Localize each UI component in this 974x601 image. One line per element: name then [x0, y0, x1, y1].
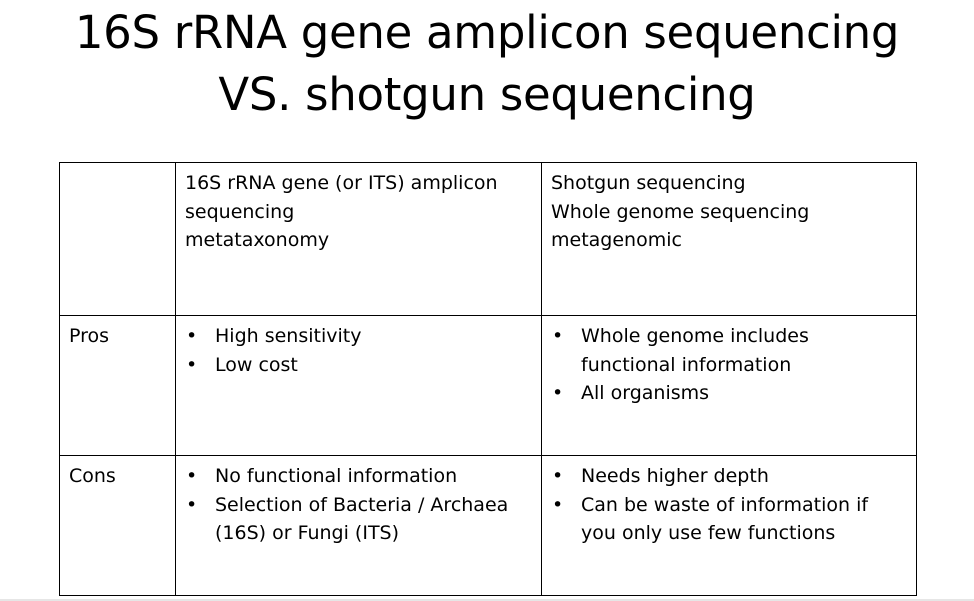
header-shotgun-line: Shotgun sequencing — [551, 172, 746, 194]
cons-amplicon-cell: No functional information Selection of B… — [175, 455, 542, 596]
pros-amplicon-list: High sensitivity Low cost — [185, 322, 533, 379]
title-line-1: 16S rRNA gene amplicon sequencing — [74, 6, 900, 59]
pros-shotgun-list: Whole genome includes functional informa… — [551, 322, 908, 408]
header-amplicon-line: metataxonomy — [185, 229, 330, 251]
list-item: High sensitivity — [185, 322, 533, 351]
row-label-cons: Cons — [59, 455, 176, 596]
list-item: No functional information — [185, 462, 533, 491]
cons-shotgun-cell: Needs higher depth Can be waste of infor… — [541, 455, 917, 596]
title-line-2: VS. shotgun sequencing — [218, 68, 756, 121]
row-label-pros: Pros — [59, 315, 176, 456]
pros-shotgun-cell: Whole genome includes functional informa… — [541, 315, 917, 456]
slide-bottom-edge — [0, 599, 974, 601]
list-item: Low cost — [185, 351, 533, 380]
comparison-table: 16S rRNA gene (or ITS) amplicon sequenci… — [59, 162, 917, 596]
cons-amplicon-list: No functional information Selection of B… — [185, 462, 533, 548]
list-item: All organisms — [551, 379, 908, 408]
table-header-row: 16S rRNA gene (or ITS) amplicon sequenci… — [59, 162, 917, 316]
header-shotgun-line: metagenomic — [551, 229, 682, 251]
header-shotgun-line: Whole genome sequencing — [551, 200, 810, 223]
table-row-pros: Pros High sensitivity Low cost Whole gen… — [59, 315, 917, 456]
header-shotgun-cell: Shotgun sequencing Whole genome sequenci… — [541, 162, 917, 316]
table-row-cons: Cons No functional information Selection… — [59, 455, 917, 596]
header-amplicon-line: 16S rRNA gene (or ITS) amplicon — [185, 172, 498, 194]
header-amplicon-line: sequencing — [185, 200, 295, 223]
list-item: Can be waste of information if you only … — [551, 491, 908, 548]
list-item: Needs higher depth — [551, 462, 908, 491]
list-item: Selection of Bacteria / Archaea (16S) or… — [185, 491, 533, 548]
header-amplicon-cell: 16S rRNA gene (or ITS) amplicon sequenci… — [175, 162, 542, 316]
pros-amplicon-cell: High sensitivity Low cost — [175, 315, 542, 456]
table-corner-cell — [59, 162, 176, 316]
slide-title: 16S rRNA gene amplicon sequencing VS. sh… — [0, 2, 974, 126]
list-item: Whole genome includes functional informa… — [551, 322, 908, 379]
cons-shotgun-list: Needs higher depth Can be waste of infor… — [551, 462, 908, 548]
